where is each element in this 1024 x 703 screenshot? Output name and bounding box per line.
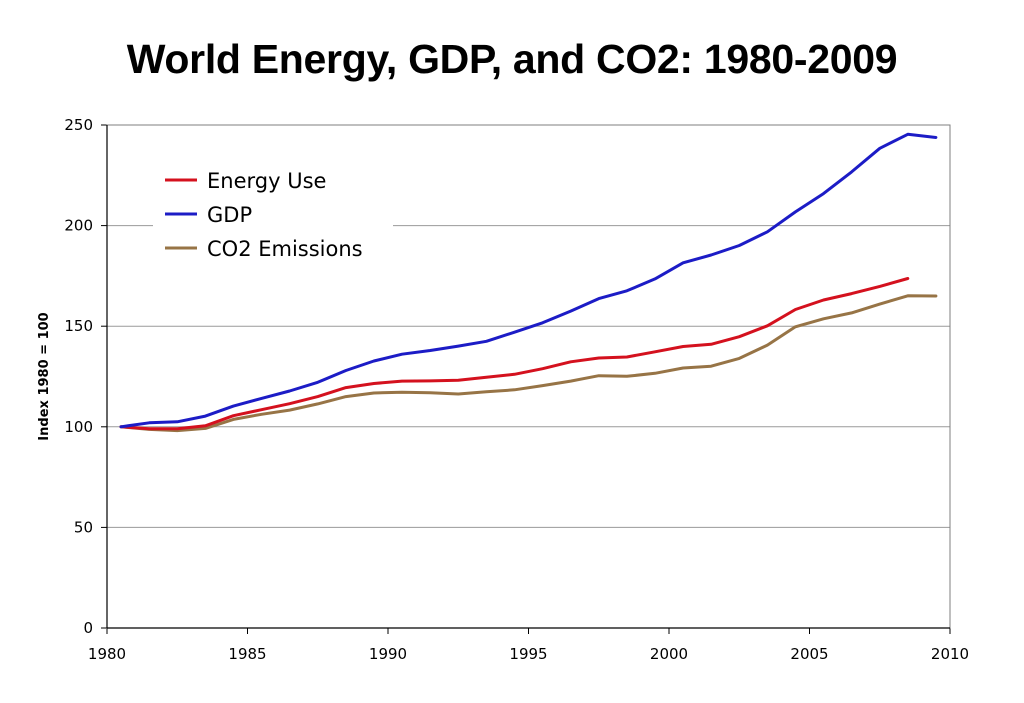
- legend-label-gdp: GDP: [207, 203, 252, 227]
- x-tick-label-1980: 1980: [88, 645, 126, 663]
- x-tick-label-1985: 1985: [228, 645, 266, 663]
- tick-labels: 0 50 100 150 200 250 1980 1985 1990 1995 2000 2005 2…: [64, 116, 969, 663]
- x-tick-label-2010: 2010: [931, 645, 969, 663]
- legend-background: [153, 152, 393, 262]
- x-tick-label-1990: 1990: [369, 645, 407, 663]
- legend-label-energy-use: Energy Use: [207, 169, 326, 193]
- legend: Energy Use GDP CO2 Emissions: [153, 152, 393, 262]
- x-tick-label-2005: 2005: [790, 645, 828, 663]
- y-tick-label-250: 250: [64, 116, 93, 134]
- series-lines: [119, 132, 938, 433]
- y-tick-label-150: 150: [64, 317, 93, 335]
- axes: [101, 124, 951, 634]
- y-tick-label-50: 50: [74, 518, 93, 536]
- y-tick-label-0: 0: [83, 619, 93, 637]
- series-line-gdp: [119, 132, 938, 429]
- series-line-co2-emissions: [119, 294, 938, 433]
- legend-label-co2-emissions: CO2 Emissions: [207, 237, 363, 261]
- y-axis-label: Index 1980 = 100: [37, 312, 52, 440]
- y-tick-label-200: 200: [64, 217, 93, 235]
- x-tick-label-2000: 2000: [650, 645, 688, 663]
- x-tick-label-1995: 1995: [509, 645, 547, 663]
- y-tick-label-100: 100: [64, 418, 93, 436]
- chart-title: World Energy, GDP, and CO2: 1980-2009: [126, 36, 898, 82]
- series-line-energy-use: [119, 277, 910, 431]
